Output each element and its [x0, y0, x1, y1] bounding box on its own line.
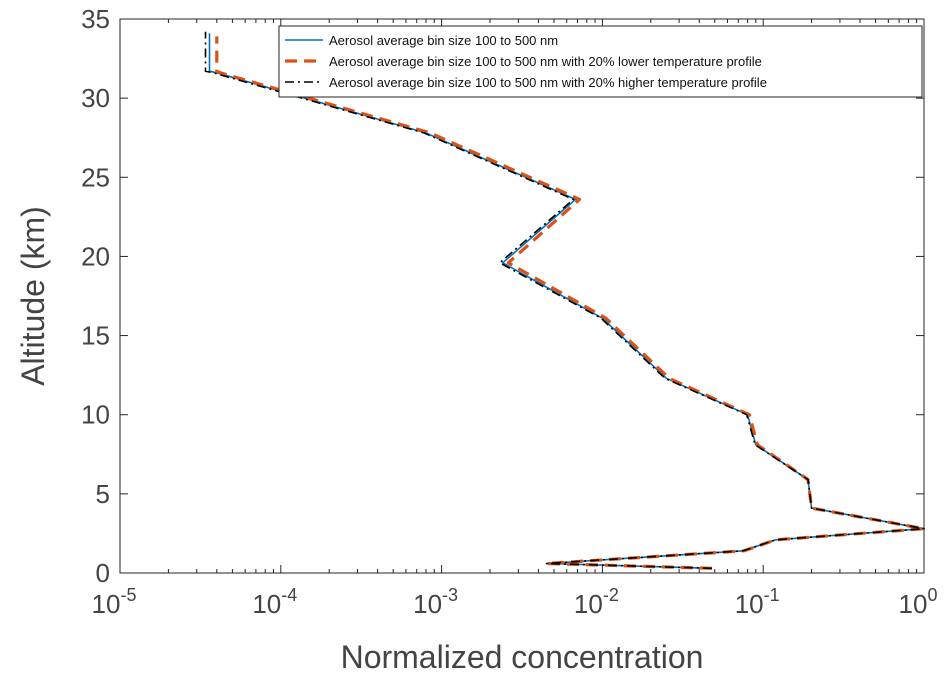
x-tick-exponent: -5 [120, 585, 136, 605]
legend-box [278, 25, 923, 98]
series-line-3 [204, 31, 925, 570]
plot-area-frame [119, 18, 925, 574]
x-axis-title: Normalized concentration [341, 639, 704, 673]
y-axis-title: Altitude (km) [15, 206, 51, 386]
x-tick-label: 10-1 [735, 585, 780, 619]
x-tick-label: 10-2 [574, 585, 619, 619]
x-tick-base: 10 [92, 589, 121, 619]
y-tick-label: 10 [81, 400, 110, 430]
legend-entry-1: Aerosol average bin size 100 to 500 nm [329, 33, 558, 48]
legend-entry-3: Aerosol average bin size 100 to 500 nm w… [329, 75, 767, 90]
x-tick-exponent: -3 [442, 585, 458, 605]
x-tick-label: 10-5 [92, 585, 137, 619]
x-tick-label: 10-4 [252, 585, 297, 619]
x-tick-exponent: 0 [927, 585, 937, 605]
y-tick-label: 35 [81, 4, 110, 34]
y-tick-label: 15 [81, 321, 110, 351]
legend-entry-2: Aerosol average bin size 100 to 500 nm w… [329, 54, 762, 69]
y-tick-label: 5 [96, 479, 110, 509]
x-tick-base: 10 [413, 589, 442, 619]
legend: Aerosol average bin size 100 to 500 nm Ae… [278, 25, 923, 98]
series-line-1 [208, 33, 925, 570]
x-tick-base: 10 [252, 589, 281, 619]
y-tick-label: 30 [81, 83, 110, 113]
x-tick-base: 10 [735, 589, 764, 619]
x-tick-exponent: -2 [603, 585, 619, 605]
x-tick-exponent: -1 [764, 585, 780, 605]
y-tick-label: 25 [81, 162, 110, 192]
x-tick-base: 10 [899, 589, 928, 619]
x-tick-label: 100 [899, 585, 938, 619]
series-lines [204, 31, 926, 570]
x-tick-exponent: -4 [281, 585, 297, 605]
y-tick-label: 0 [96, 558, 110, 588]
x-tick-base: 10 [574, 589, 603, 619]
x-tick-label: 10-3 [413, 585, 458, 619]
y-tick-label: 20 [81, 241, 110, 271]
